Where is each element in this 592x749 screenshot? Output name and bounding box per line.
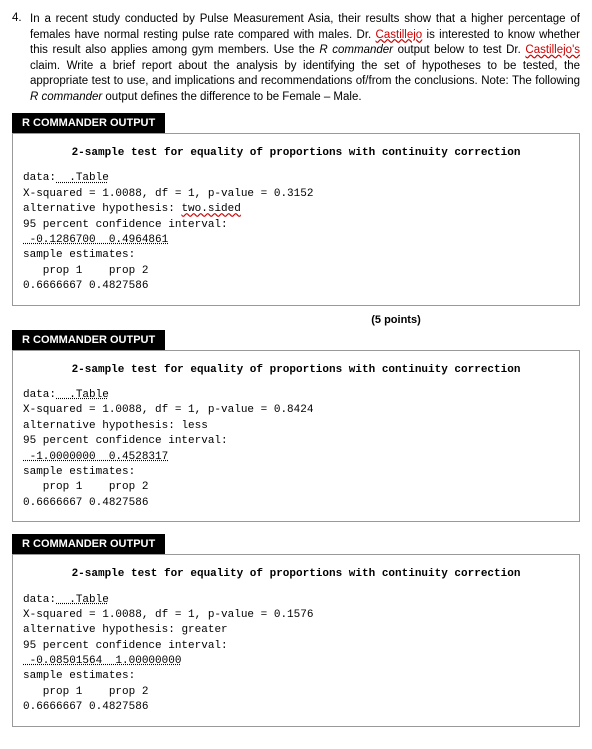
output-ci-label: 95 percent confidence interval: <box>23 639 569 654</box>
q-name-1: Castillejo <box>376 29 423 41</box>
output-title: 2-sample test for equality of proportion… <box>23 363 569 378</box>
output-title: 2-sample test for equality of proportion… <box>23 567 569 582</box>
output-vals: 0.6666667 0.4827586 <box>23 700 569 715</box>
output-alt-line: alternative hypothesis: less <box>23 419 569 434</box>
question-text: In a recent study conducted by Pulse Mea… <box>30 12 580 105</box>
output-title: 2-sample test for equality of proportion… <box>23 146 569 161</box>
output-est-label: sample estimates: <box>23 465 569 480</box>
output-ci-label: 95 percent confidence interval: <box>23 434 569 449</box>
output-ci-value: -0.1286700 0.4964861 <box>23 233 569 248</box>
output-est-label: sample estimates: <box>23 248 569 263</box>
q-text-3: output below to test Dr. <box>393 44 525 56</box>
q-text-5: output defines the difference to be Fema… <box>102 91 361 103</box>
output-alt-line: alternative hypothesis: greater <box>23 623 569 638</box>
output-props: prop 1 prop 2 <box>23 685 569 700</box>
output-data-line: data: .Table <box>23 593 569 608</box>
r-output-box: 2-sample test for equality of proportion… <box>12 554 580 727</box>
output-props: prop 1 prop 2 <box>23 264 569 279</box>
output-vals: 0.6666667 0.4827586 <box>23 279 569 294</box>
output-props: prop 1 prop 2 <box>23 480 569 495</box>
r-output-box: 2-sample test for equality of proportion… <box>12 133 580 306</box>
q-name-2: Castillejo's <box>525 44 580 56</box>
output-alt-line: alternative hypothesis: two.sided <box>23 202 569 217</box>
output-vals: 0.6666667 0.4827586 <box>23 496 569 511</box>
q-rc-2: R commander <box>30 91 102 103</box>
output-ci-label: 95 percent confidence interval: <box>23 218 569 233</box>
r-output-box: 2-sample test for equality of proportion… <box>12 350 580 523</box>
output-xsq-line: X-squared = 1.0088, df = 1, p-value = 0.… <box>23 403 569 418</box>
output-data-line: data: .Table <box>23 171 569 186</box>
points-label: (5 points) <box>212 314 580 326</box>
output-ci-value: -1.0000000 0.4528317 <box>23 450 569 465</box>
r-commander-header: R COMMANDER OUTPUT <box>12 330 165 350</box>
question-number: 4. <box>12 12 30 105</box>
question-block: 4. In a recent study conducted by Pulse … <box>12 12 580 105</box>
q-rc-1: R commander <box>319 44 393 56</box>
r-commander-header: R COMMANDER OUTPUT <box>12 113 165 133</box>
output-ci-value: -0.08501564 1.00000000 <box>23 654 569 669</box>
q-text-4: claim. Write a brief report about the an… <box>30 60 580 88</box>
output-data-line: data: .Table <box>23 388 569 403</box>
output-xsq-line: X-squared = 1.0088, df = 1, p-value = 0.… <box>23 608 569 623</box>
output-xsq-line: X-squared = 1.0088, df = 1, p-value = 0.… <box>23 187 569 202</box>
r-commander-header: R COMMANDER OUTPUT <box>12 534 165 554</box>
